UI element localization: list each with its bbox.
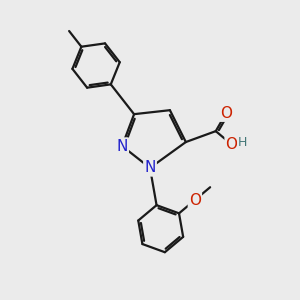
Text: O: O xyxy=(226,137,238,152)
Text: H: H xyxy=(238,136,248,149)
Text: N: N xyxy=(144,160,156,175)
Text: N: N xyxy=(116,139,128,154)
Text: O: O xyxy=(220,106,232,121)
Text: O: O xyxy=(189,193,201,208)
